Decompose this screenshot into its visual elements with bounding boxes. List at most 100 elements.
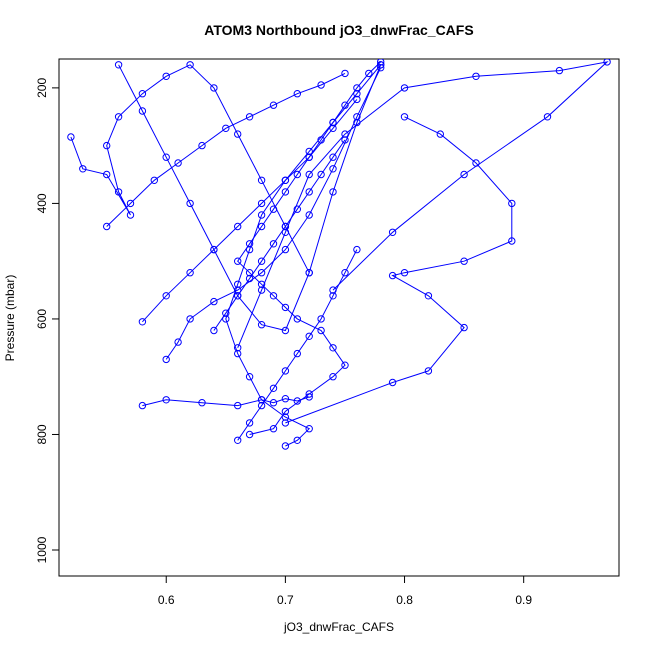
data-point <box>341 269 349 277</box>
data-point <box>281 395 290 403</box>
data-point <box>424 367 433 375</box>
data-point <box>305 170 313 179</box>
data-point <box>329 292 337 300</box>
data-point <box>245 430 254 439</box>
data-point <box>293 397 301 405</box>
data-point <box>222 124 230 133</box>
data-point <box>162 153 170 161</box>
data-point <box>281 188 290 196</box>
data-point <box>281 176 290 185</box>
y-tick-label: 600 <box>35 309 49 329</box>
data-point <box>257 321 266 329</box>
data-point <box>186 61 194 69</box>
data-point <box>281 407 290 416</box>
series-5 <box>138 393 313 410</box>
data-point <box>341 136 349 144</box>
data-point <box>436 130 444 138</box>
data-point <box>305 147 313 156</box>
data-point <box>329 344 337 352</box>
data-point <box>234 292 242 300</box>
y-tick-label: 200 <box>35 78 49 98</box>
series-12 <box>234 245 361 444</box>
data-point <box>162 396 170 404</box>
data-point <box>353 245 361 254</box>
data-point <box>293 170 301 179</box>
data-point <box>234 222 242 231</box>
data-point <box>245 113 254 121</box>
series-6 <box>67 61 313 277</box>
data-point <box>245 240 254 248</box>
data-point <box>353 95 361 104</box>
data-point <box>305 188 313 196</box>
series-line <box>70 64 310 273</box>
data-point <box>305 269 313 277</box>
data-point <box>114 188 123 196</box>
series-line <box>118 64 382 332</box>
data-point <box>234 349 242 358</box>
data-point <box>555 66 564 75</box>
data-point <box>281 326 290 335</box>
data-point <box>281 367 290 375</box>
data-point <box>198 399 206 407</box>
y-tick-label: 1000 <box>35 536 49 563</box>
plot-area-frame <box>58 58 620 577</box>
data-point <box>234 344 242 352</box>
data-point <box>341 130 349 138</box>
data-point <box>543 113 552 121</box>
data-point <box>269 292 278 300</box>
data-point <box>341 361 349 369</box>
data-point <box>305 393 313 401</box>
data-point <box>305 332 313 340</box>
data-point <box>269 399 278 407</box>
data-point <box>114 113 123 121</box>
chart-title: ATOM3 Northbound jO3_dnwFrac_CAFS <box>204 22 473 38</box>
data-point <box>174 159 182 167</box>
data-point <box>353 84 361 92</box>
data-point <box>245 274 254 283</box>
data-point <box>365 69 373 78</box>
data-point <box>281 419 290 427</box>
x-tick-label: 0.8 <box>396 593 413 607</box>
data-point <box>353 118 361 127</box>
x-tick-label: 0.6 <box>158 593 175 607</box>
series-line <box>237 61 609 348</box>
data-point <box>329 165 337 173</box>
data-point <box>126 211 135 219</box>
data-point <box>257 286 266 294</box>
data-point <box>186 269 194 277</box>
data-point <box>162 72 170 81</box>
data-point <box>460 257 468 265</box>
series-8 <box>162 64 385 364</box>
data-point <box>257 396 266 404</box>
data-point <box>210 84 218 92</box>
series-2 <box>222 61 385 450</box>
data-point <box>341 69 349 78</box>
data-point <box>138 401 147 410</box>
data-point <box>257 280 266 288</box>
data-point <box>234 130 242 138</box>
data-point <box>245 419 254 427</box>
data-point <box>234 286 242 294</box>
data-point <box>210 326 218 335</box>
data-point <box>234 436 242 444</box>
data-point <box>103 222 111 231</box>
data-point <box>305 425 313 433</box>
data-point <box>210 297 218 306</box>
data-point <box>79 165 87 173</box>
data-point <box>305 211 313 219</box>
data-point <box>281 413 290 421</box>
data-point <box>186 315 194 323</box>
data-point <box>424 292 433 300</box>
series-line <box>106 72 346 227</box>
data-point <box>257 257 266 265</box>
data-point <box>186 199 194 208</box>
data-point <box>329 124 337 133</box>
data-point <box>281 303 290 312</box>
series-9 <box>138 95 361 326</box>
data-point <box>114 61 123 69</box>
data-point <box>138 318 147 326</box>
series-line <box>237 249 358 441</box>
data-point <box>317 326 325 335</box>
